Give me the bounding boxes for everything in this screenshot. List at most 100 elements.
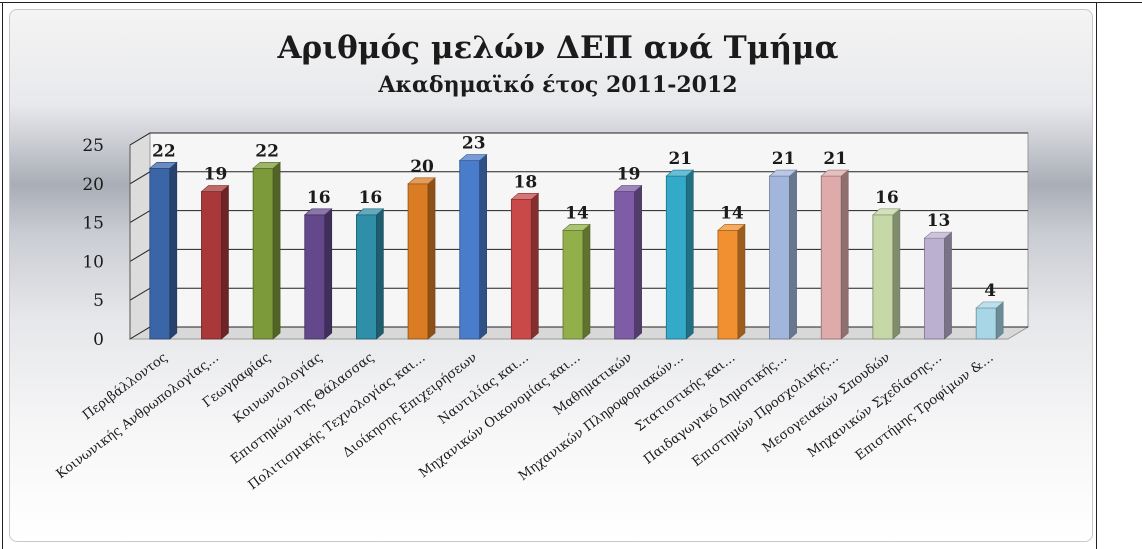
x-tick-label: Περιβάλλοντος (80, 350, 170, 423)
bar-front (975, 307, 997, 340)
chart-title: Αριθμός μελών ΔΕΠ ανά Τμήμα (276, 30, 838, 66)
bar (613, 184, 643, 340)
bar (149, 161, 178, 340)
data-label: 19 (204, 165, 228, 185)
bar (820, 169, 850, 340)
bar-side (944, 231, 952, 340)
bar-top (407, 177, 436, 185)
bar-side (840, 169, 849, 340)
bar-front (769, 175, 790, 340)
bar-side (685, 169, 694, 340)
y-tick-label: 25 (82, 136, 104, 156)
bar-front (872, 214, 894, 340)
data-label: 23 (462, 134, 486, 154)
data-label: 22 (255, 141, 279, 161)
data-label: 21 (668, 149, 692, 169)
data-label: 22 (152, 141, 176, 161)
data-label: 19 (617, 165, 641, 185)
bar-top (149, 161, 178, 169)
bar-side (479, 153, 488, 340)
data-label: 21 (823, 149, 847, 169)
bar (200, 184, 230, 340)
bar-side (376, 208, 384, 340)
data-label: 14 (565, 203, 589, 223)
bar (252, 161, 281, 340)
data-label: 21 (772, 149, 796, 169)
bar-top (820, 169, 850, 177)
bar-front (717, 229, 739, 340)
bar-front (510, 198, 532, 340)
bar (768, 169, 798, 340)
bar-side (789, 169, 797, 340)
bar-side (995, 301, 1004, 340)
bar-front (356, 214, 377, 340)
bar-front (562, 229, 584, 340)
bar-top (613, 185, 643, 192)
bar-top (510, 193, 540, 200)
bar-side (169, 161, 178, 340)
bar-top (768, 169, 798, 177)
bar-side (531, 192, 539, 340)
bar-front (665, 175, 687, 340)
bar-top (355, 208, 385, 216)
bar-front (820, 175, 842, 340)
document-frame (2, 2, 1097, 549)
bar (872, 208, 901, 340)
bar-front (614, 191, 636, 340)
bar-top (562, 224, 591, 231)
bar-side (582, 223, 591, 340)
y-tick-label: 10 (82, 252, 104, 272)
gridline (129, 132, 1028, 146)
bar (303, 208, 333, 340)
bar-top (717, 224, 746, 231)
y-tick-label: 20 (82, 175, 104, 195)
data-label: 16 (359, 188, 383, 208)
bar-side (272, 161, 281, 340)
bar-front (252, 167, 274, 340)
bar-top (872, 208, 901, 216)
bar (665, 169, 695, 340)
bar (355, 208, 385, 340)
bar (510, 192, 540, 340)
bar-side (634, 184, 642, 340)
bar-front (149, 167, 171, 340)
right-rule (1097, 2, 1142, 3)
bar-top (665, 169, 695, 177)
bar-front (201, 191, 222, 340)
bar (717, 223, 746, 340)
data-label: 18 (514, 172, 538, 192)
data-label: 4 (984, 281, 996, 301)
bar-side (427, 177, 436, 340)
bar-top (200, 185, 230, 192)
bar-top (252, 161, 281, 169)
bar (458, 153, 488, 340)
bar (562, 223, 591, 340)
bar-top (303, 208, 333, 216)
chart-subtitle: Ακαδημαϊκό έτος 2011-2012 (377, 72, 737, 98)
data-label: 13 (927, 211, 951, 231)
bar-front (459, 160, 481, 340)
top-rule (0, 2, 1142, 3)
data-label: 20 (410, 157, 434, 177)
y-tick-label: 5 (93, 291, 104, 311)
bar-top (975, 301, 1004, 309)
bar-front (304, 214, 326, 340)
bar-front (407, 183, 429, 340)
y-tick-label: 15 (82, 214, 104, 234)
side-wall (129, 132, 151, 340)
bar-top (923, 231, 953, 239)
bar (407, 177, 436, 340)
x-tick-label: Ναυτιλίας και… (436, 350, 532, 428)
bar-top (458, 154, 488, 161)
data-label: 16 (307, 188, 331, 208)
bar-front (924, 237, 945, 340)
bar-side (892, 208, 901, 340)
y-tick-label: 0 (93, 330, 104, 350)
bar (975, 301, 1004, 340)
data-label: 14 (720, 203, 744, 223)
bar-side (737, 223, 746, 340)
data-label: 16 (875, 188, 899, 208)
bar-side (324, 208, 333, 340)
